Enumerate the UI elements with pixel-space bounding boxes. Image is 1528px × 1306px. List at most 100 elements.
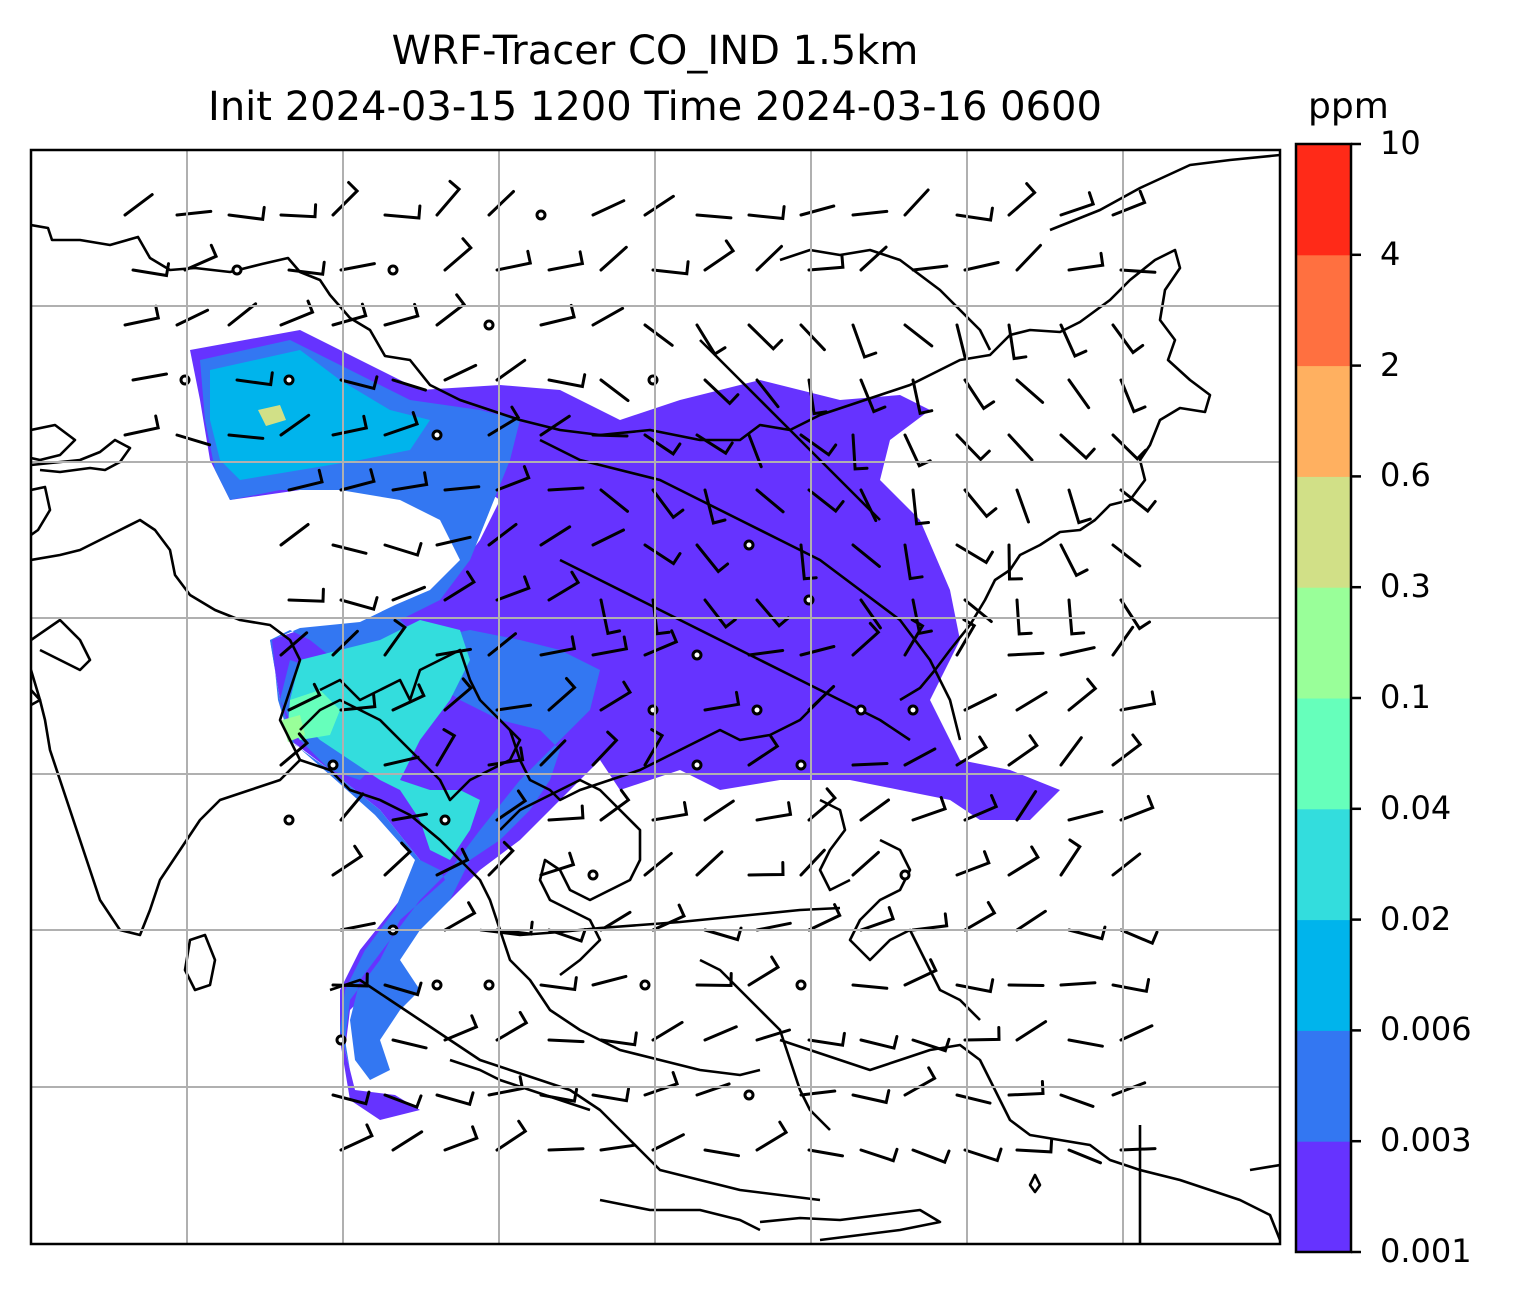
wind-barb bbox=[383, 755, 420, 767]
wind-barb bbox=[547, 486, 585, 492]
wind-barb bbox=[279, 203, 318, 219]
wind-barb bbox=[487, 190, 515, 217]
colorbar-cell-3 bbox=[1296, 808, 1351, 921]
wind-barb bbox=[859, 245, 888, 272]
wind-barb bbox=[539, 303, 576, 327]
wind-barb bbox=[1111, 1081, 1147, 1097]
wind-barb bbox=[339, 693, 377, 712]
wind-barbs bbox=[123, 179, 1159, 1165]
wind-barb bbox=[487, 746, 525, 767]
wind-barb bbox=[747, 861, 785, 877]
colorbar-unit-label: ppm bbox=[1308, 86, 1389, 127]
wind-barb bbox=[183, 243, 219, 272]
wind-barb bbox=[495, 249, 533, 272]
wind-barb bbox=[1059, 646, 1096, 657]
wind-barb bbox=[1007, 543, 1023, 581]
colorbar-cell-6 bbox=[1296, 476, 1351, 588]
wind-barb bbox=[175, 209, 213, 217]
wind-barb bbox=[643, 194, 675, 217]
wind-barb bbox=[1111, 323, 1145, 355]
wind-barb bbox=[1111, 433, 1148, 461]
wind-barb bbox=[131, 262, 170, 278]
wind-barb bbox=[227, 302, 258, 327]
wind-barb bbox=[443, 485, 481, 492]
colorbar-cell-7 bbox=[1296, 365, 1351, 477]
calm-wind-marker bbox=[639, 979, 651, 991]
wind-barb bbox=[443, 901, 477, 932]
colorbar-cell-0 bbox=[1296, 1141, 1351, 1253]
wind-barb bbox=[175, 308, 210, 327]
wind-barb bbox=[851, 621, 881, 657]
wind-barb bbox=[487, 632, 517, 657]
wind-barb bbox=[435, 1091, 475, 1107]
wind-barb bbox=[547, 1147, 585, 1152]
wind-barb bbox=[487, 522, 518, 547]
wind-barb bbox=[279, 523, 310, 547]
colorbar-cell-8 bbox=[1296, 254, 1351, 367]
calm-wind-marker bbox=[795, 759, 807, 771]
wind-barb bbox=[1111, 543, 1142, 568]
wind-barb bbox=[911, 796, 948, 822]
calm-wind-marker bbox=[483, 979, 495, 991]
wind-barb bbox=[495, 789, 528, 822]
calm-wind-marker bbox=[751, 704, 763, 716]
wind-barb bbox=[391, 471, 429, 492]
wind-barb bbox=[443, 677, 474, 712]
wind-barb bbox=[799, 543, 818, 581]
calm-wind-marker bbox=[855, 704, 867, 716]
calm-wind-marker bbox=[231, 264, 243, 276]
wind-barb bbox=[1059, 433, 1096, 461]
wind-barb bbox=[851, 983, 889, 990]
calm-wind-marker bbox=[795, 979, 807, 991]
colorbar-tick-label: 4 bbox=[1380, 234, 1401, 273]
colorbar-cell-9 bbox=[1296, 144, 1351, 256]
wind-barb bbox=[599, 598, 622, 636]
wind-barb bbox=[859, 378, 887, 414]
wind-barb bbox=[1007, 845, 1040, 877]
wind-barb bbox=[123, 414, 160, 437]
wind-barb bbox=[1007, 983, 1045, 987]
wind-barb bbox=[599, 488, 629, 513]
wind-barb bbox=[755, 801, 793, 822]
wind-barb bbox=[1015, 790, 1038, 822]
wind-barb bbox=[963, 901, 997, 932]
wind-barb bbox=[383, 1093, 423, 1110]
wind-barb bbox=[1059, 191, 1096, 217]
wind-barb bbox=[539, 851, 576, 877]
wind-barb bbox=[443, 1125, 479, 1152]
wind-barb bbox=[695, 543, 730, 574]
wind-barb bbox=[747, 205, 786, 221]
wind-barb bbox=[547, 804, 585, 822]
wind-barb bbox=[1059, 838, 1082, 877]
wind-barb bbox=[547, 570, 581, 602]
wind-barb bbox=[1067, 251, 1105, 272]
wind-barb bbox=[963, 693, 997, 712]
wind-barb bbox=[591, 730, 619, 767]
wind-barb bbox=[955, 433, 991, 462]
wind-barb bbox=[651, 488, 685, 520]
wind-barb bbox=[1015, 690, 1048, 712]
wind-barb bbox=[1015, 1138, 1054, 1154]
wind-barb bbox=[175, 433, 212, 447]
wind-barb bbox=[1119, 488, 1157, 514]
wind-barb bbox=[911, 378, 934, 416]
calm-wind-marker bbox=[907, 704, 919, 716]
wind-barb bbox=[903, 1066, 937, 1097]
wind-barb bbox=[539, 525, 572, 547]
wind-barb bbox=[903, 958, 938, 987]
wind-barb bbox=[747, 955, 781, 987]
colorbar-cell-4 bbox=[1296, 698, 1351, 810]
wind-barb bbox=[443, 1014, 479, 1042]
wind-barb bbox=[755, 1120, 789, 1152]
chart-title-line1: WRF-Tracer CO_IND 1.5km bbox=[391, 28, 919, 74]
wind-barb bbox=[443, 363, 478, 382]
calm-wind-marker bbox=[439, 814, 451, 826]
wind-barb bbox=[391, 683, 426, 712]
wind-barb bbox=[391, 1038, 428, 1050]
wind-barb bbox=[487, 840, 515, 877]
wind-barb bbox=[591, 1087, 630, 1103]
wind-barb bbox=[599, 1143, 637, 1152]
calm-wind-marker bbox=[899, 869, 911, 881]
